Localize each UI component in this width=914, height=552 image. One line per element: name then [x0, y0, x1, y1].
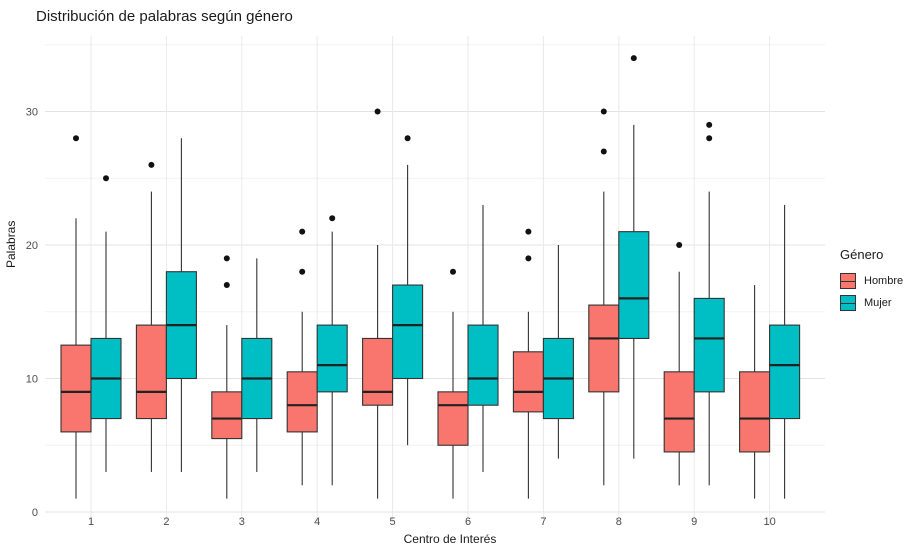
chart-title: Distribución de palabras según género [36, 8, 293, 25]
outlier-point-hombre [223, 255, 230, 262]
box-mujer [618, 231, 650, 339]
box-mujer [467, 324, 499, 406]
outlier-point-hombre [600, 108, 607, 115]
x-tick-label: 5 [390, 516, 396, 528]
legend-item-mujer: Mujer [840, 292, 903, 314]
y-tick-label: 10 [26, 374, 38, 386]
outlier-point-hombre [600, 148, 607, 155]
box-hombre [437, 391, 469, 446]
box-hombre [663, 371, 695, 453]
legend-title: Género [840, 247, 884, 262]
outlier-point-mujer [706, 121, 713, 128]
box-hombre [739, 371, 771, 453]
outlier-point-hombre [73, 135, 79, 142]
outlier-point-hombre [148, 161, 155, 168]
outlier-point-hombre [525, 255, 532, 262]
legend-label-mujer: Mujer [864, 297, 892, 309]
x-axis-title: Centro de Interés [403, 532, 497, 546]
box-mujer [693, 297, 725, 393]
y-tick-label: 20 [26, 240, 38, 252]
outlier-point-hombre [299, 268, 306, 275]
outlier-point-hombre [525, 228, 532, 235]
outlier-point-hombre [374, 108, 381, 115]
x-tick-label: 3 [239, 516, 245, 528]
box-hombre [362, 337, 394, 406]
legend-key-hombre [840, 273, 856, 289]
outlier-point-hombre [676, 242, 683, 248]
outlier-point-mujer [103, 175, 109, 182]
y-tick-label: 30 [26, 107, 38, 119]
y-axis-title: Palabras [4, 220, 18, 268]
x-tick-label: 2 [163, 516, 169, 528]
x-tick-label: 7 [540, 516, 546, 528]
x-tick-label: 8 [616, 516, 622, 528]
outlier-point-hombre [223, 282, 230, 289]
x-tick-label: 9 [691, 516, 697, 528]
x-tick-label: 10 [763, 516, 775, 528]
y-tick-label: 0 [32, 507, 38, 519]
box-hombre [135, 324, 167, 420]
box-mujer [392, 284, 424, 380]
box-hombre [211, 391, 243, 440]
legend: Género Hombre Mujer [840, 247, 903, 314]
box-mujer [769, 324, 801, 420]
box-mujer [316, 324, 348, 393]
outlier-point-mujer [329, 215, 336, 222]
outlier-point-hombre [450, 268, 456, 275]
x-tick-label: 4 [314, 516, 320, 528]
legend-key-mujer [840, 295, 856, 311]
x-tick-label: 6 [465, 516, 471, 528]
outlier-point-mujer [706, 135, 713, 142]
outlier-point-mujer [404, 135, 411, 142]
legend-item-hombre: Hombre [840, 270, 903, 292]
box-hombre [588, 304, 620, 393]
outlier-point-hombre [299, 228, 306, 235]
x-tick-label: 1 [88, 516, 94, 528]
outlier-point-mujer [630, 55, 637, 62]
box-hombre [512, 351, 544, 413]
box-hombre [60, 344, 92, 433]
legend-label-hombre: Hombre [864, 275, 904, 287]
box-hombre [286, 371, 318, 433]
